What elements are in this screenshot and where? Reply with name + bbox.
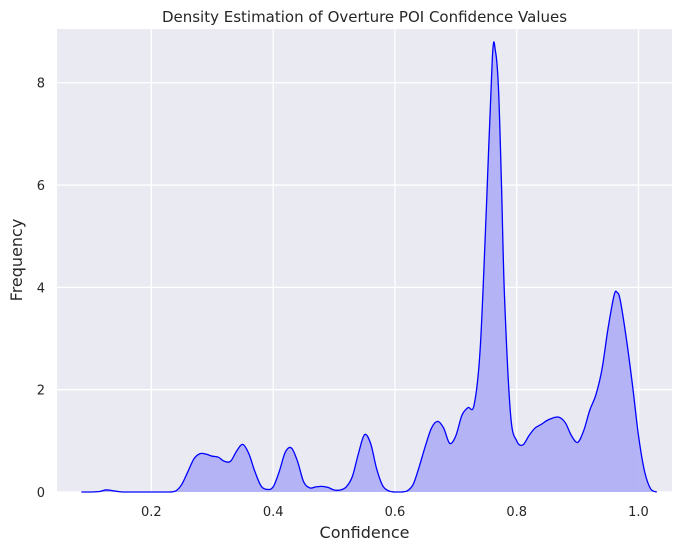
x-tick-label: 0.8: [506, 505, 527, 520]
tick-layer: 0.2 0.4 0.6 0.8 1.0 0 2 4 6 8: [37, 77, 649, 520]
plot-background: [57, 29, 672, 492]
series-layer: [81, 41, 658, 493]
x-tick-label: 1.0: [628, 505, 649, 520]
density-line: [81, 41, 658, 493]
density-area: [81, 41, 657, 492]
x-tick-label: 0.6: [385, 505, 406, 520]
y-tick-label: 8: [37, 77, 45, 92]
y-tick-label: 4: [37, 281, 45, 296]
y-tick-label: 2: [37, 384, 45, 399]
x-tick-label: 0.2: [141, 505, 162, 520]
y-tick-label: 0: [37, 486, 45, 501]
x-axis-label: Confidence: [320, 523, 410, 542]
y-axis-label: Frequency: [7, 219, 26, 302]
chart-title: Density Estimation of Overture POI Confi…: [162, 8, 567, 26]
y-tick-label: 6: [37, 179, 45, 194]
x-tick-label: 0.4: [263, 505, 284, 520]
